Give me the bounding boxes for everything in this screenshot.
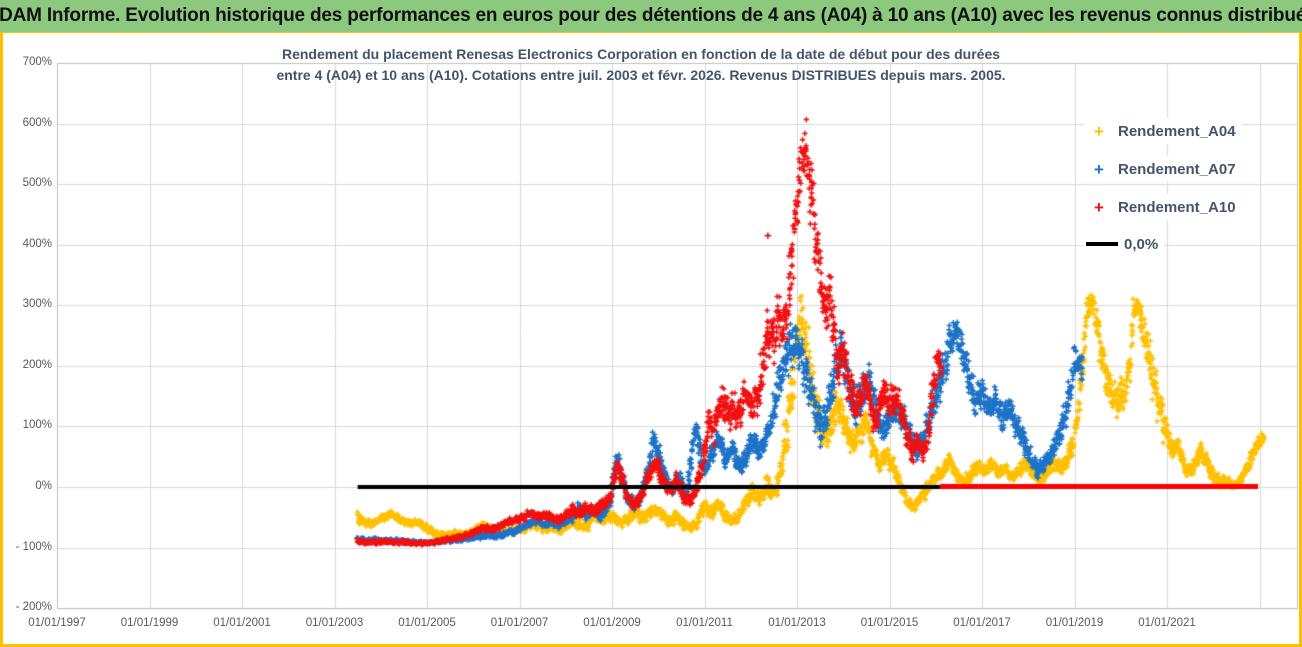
legend-label: Rendement_A04 [1118,122,1236,140]
y-axis-tick-label: 500% [22,177,52,190]
x-axis-tick-label: 01/01/2005 [398,617,456,629]
legend-item-rendement-a10: + Rendement_A10 [1084,194,1242,220]
chart-title-line1: Rendement du placement Renesas Electroni… [281,46,1001,62]
legend-label: Rendement_A07 [1118,160,1236,178]
x-axis-tick-label: 01/01/2015 [860,617,919,629]
legend-item-rendement-a04: + Rendement_A04 [1084,118,1242,144]
x-axis-tick-label: 01/01/2011 [676,617,733,629]
legend-label: 0,0% [1124,235,1159,253]
y-axis-tick-label: 100% [22,419,52,432]
y-axis-tick-label: 300% [22,298,52,311]
y-axis-tick-label: 700% [22,56,52,68]
x-axis-tick-label: 01/01/2009 [583,617,641,629]
y-axis-tick-label: - 200% [15,601,52,614]
legend-item-rendement-a07: + Rendement_A07 [1084,156,1242,182]
y-axis-tick-label: 400% [22,237,52,250]
x-axis-tick-label: 01/01/2001 [213,617,271,629]
x-axis-tick-label: 01/01/2017 [953,617,1011,629]
page-title: ADAM Informe. Evolution historique des p… [0,5,1302,26]
x-axis-tick-label: 01/01/2019 [1045,617,1104,629]
plus-marker-icon: + [1094,121,1104,141]
x-axis-tick-label: 01/01/1999 [120,617,179,629]
chart-title: Rendement du placement Renesas Electroni… [191,44,1091,86]
x-axis-tick-label: 01/01/2021 [1138,617,1196,629]
header-bar: ADAM Informe. Evolution historique des p… [0,0,1302,32]
y-axis-tick-label: 200% [22,358,52,371]
plus-marker-icon: + [1094,197,1104,217]
legend-label: Rendement_A10 [1118,198,1236,216]
chart-title-line2: entre 4 (A04) et 10 ans (A10). Cotations… [276,67,1006,83]
y-axis-tick-label: 600% [22,116,52,129]
legend-item-zero-line: 0,0% [1084,231,1165,257]
y-axis-tick-label: 0% [35,480,52,492]
x-axis-tick-label: 01/01/2003 [305,617,364,629]
x-axis-tick-label: 01/01/2013 [768,617,826,629]
x-axis-tick-label: 01/01/1997 [28,617,86,629]
y-axis-tick-label: - 100% [15,540,52,553]
plus-marker-icon: + [1094,159,1104,179]
x-axis-tick-label: 01/01/2007 [490,617,549,629]
black-line-icon [1086,242,1118,246]
